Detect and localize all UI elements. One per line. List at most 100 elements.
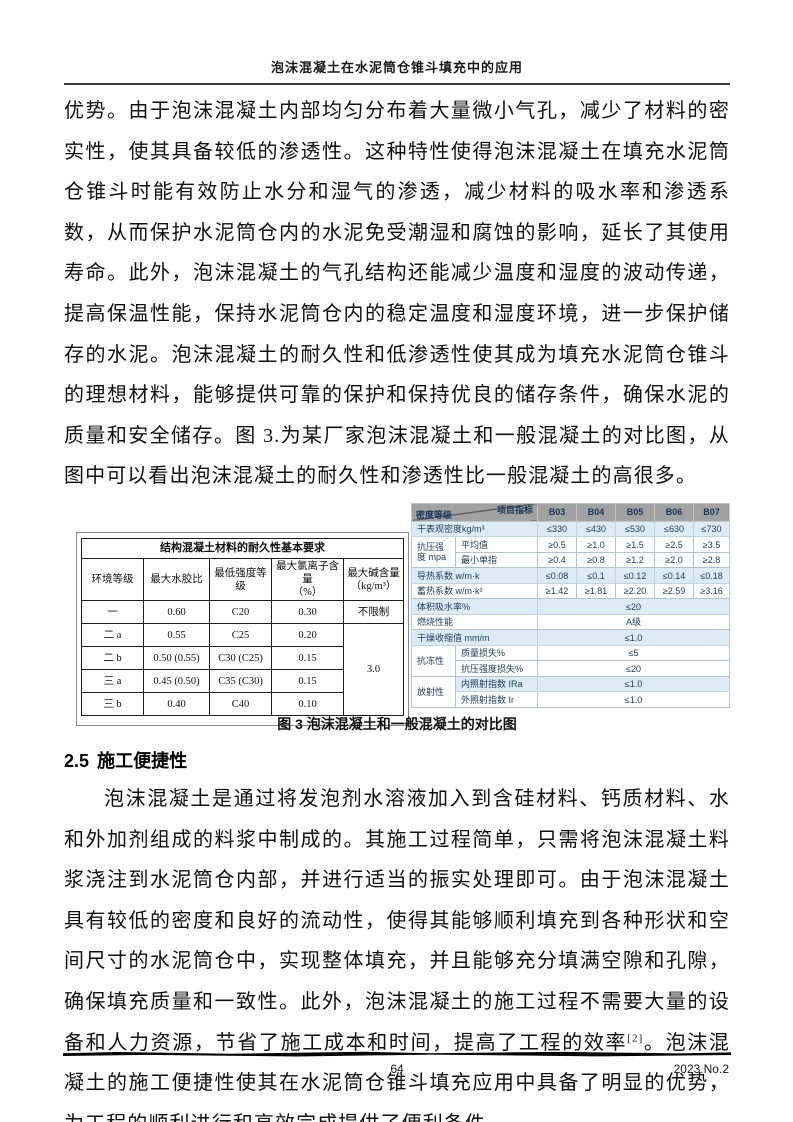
table-cell: ≤5 (537, 644, 730, 662)
paragraph-construction: 泡沫混凝土是通过将发泡剂水溶液加入到含硅材料、钙质材料、水和外加剂组成的料浆中制… (64, 779, 730, 1122)
table-cell: 最大氯离子含量 （%） (271, 557, 344, 602)
table-cell: B05 (615, 502, 655, 522)
table-cell: ≥0.8 (576, 551, 616, 569)
table-cell: 外照射指数 Ir (455, 691, 538, 708)
section-heading-2-5: 2.5 施工便捷性 (64, 747, 730, 773)
table-cell: ≤1.0 (537, 629, 730, 646)
table-cell: C40 (209, 692, 272, 717)
section-title: 施工便捷性 (97, 750, 188, 771)
durability-table-frame: 结构混凝土材料的耐久性基本要求 环境等级 最大水胶比 最低强度等级 最大氯离子含量 （%… (76, 531, 409, 727)
header-rule (64, 83, 730, 85)
table-cell: 干燥收缩值 mm/m (411, 629, 538, 646)
table-cell: 0.45 (0.50) (143, 669, 210, 694)
table-cell: ≥3.16 (693, 582, 730, 600)
table-cell: 三 a (81, 669, 144, 694)
table-cell: ≥0.5 (537, 536, 577, 553)
table-cell: 环境等级 (81, 557, 144, 602)
page-footer: 64 2023.No.2 (63, 1051, 731, 1080)
table-cell: ≤630 (654, 520, 694, 538)
table-cell: 最低强度等级 (209, 557, 272, 602)
table-cell: ≤0.14 (654, 567, 694, 584)
table: 密度等级 项目指标 B03 B04 B05 B06 B07 干表观密度kg/m³ ≤330 ≤43… (411, 502, 730, 708)
table-cell: B06 (654, 502, 694, 522)
table-cell: A级 (537, 613, 730, 631)
table-cell: 抗压强度 mpa (411, 536, 456, 569)
footer-rule (63, 1051, 731, 1057)
table-cell: ≥2.20 (615, 582, 655, 600)
table-cell: 二 b (81, 646, 144, 671)
table-cell: C30 (C25) (209, 646, 272, 671)
table-cell: ≥1.5 (615, 536, 655, 553)
table-cell: 0.20 (271, 623, 344, 648)
table-cell: 二 a (81, 623, 144, 648)
table-cell: 密度等级 项目指标 (411, 502, 538, 522)
table-cell: 蓄热系数 w/m·k² (411, 582, 538, 600)
table-cell: ≤0.12 (615, 567, 655, 584)
table-cell: 抗冻性 (411, 644, 456, 677)
table-cell: C20 (209, 600, 272, 625)
durability-table: 结构混凝土材料的耐久性基本要求 环境等级 最大水胶比 最低强度等级 最大氯离子含量 （%… (81, 537, 404, 717)
citation-ref: [2] (627, 1031, 644, 1044)
table-cell: 体积吸水率% (411, 598, 538, 615)
issue-label: 2023.No.2 (673, 1062, 729, 1076)
table-cell: ≤0.18 (693, 567, 730, 584)
table-cell: ≥2.5 (654, 536, 694, 553)
section-number: 2.5 (64, 750, 90, 771)
table-cell: ≥1.2 (615, 551, 655, 569)
table-cell: 内照射指数 IRa (455, 675, 538, 693)
table-cell: ≤20 (537, 598, 730, 615)
table-cell: B03 (537, 502, 577, 522)
table-cell: ≥3.5 (693, 536, 730, 553)
table-cell: ≥1.81 (576, 582, 616, 600)
table-cell: ≤530 (615, 520, 655, 538)
table-cell: 最大碱含量 （kg/m³） (343, 557, 404, 602)
table-cell: C35 (C30) (209, 669, 272, 694)
diag-row-label: 密度等级 (416, 509, 453, 520)
table-cell: 导热系数 w/m·k (411, 567, 538, 584)
table-cell: C25 (209, 623, 272, 648)
table-cell: 结构混凝土材料的耐久性基本要求 (81, 537, 404, 559)
table-cell: ≤730 (693, 520, 730, 538)
running-head: 泡沫混凝土在水泥筒仓锥斗填充中的应用 (64, 0, 730, 85)
table-cell: ≤1.0 (537, 675, 730, 693)
table-cell: 三 b (81, 692, 144, 717)
table-cell: B04 (576, 502, 616, 522)
figure-caption: 图 3 泡沫混凝土和一般混凝土的对比图 (277, 715, 517, 732)
table-cell: ≤0.08 (537, 567, 577, 584)
table-cell: ≥2.8 (693, 551, 730, 569)
table-cell: 最小单指 (455, 551, 538, 569)
table-cell: 放射性 (411, 675, 456, 708)
table-cell: ≤0.1 (576, 567, 616, 584)
table-cell: ≤1.0 (537, 691, 730, 708)
table-cell: 一 (81, 600, 144, 625)
text-run: 泡沫混凝土是通过将发泡剂水溶液加入到含硅材料、钙质材料、水和外加剂组成的料浆中制… (64, 787, 730, 1054)
table-cell: ≥2.59 (654, 582, 694, 600)
table-cell: 最大水胶比 (143, 557, 210, 602)
table-cell: 0.10 (271, 692, 344, 717)
table-cell: 0.60 (143, 600, 210, 625)
table-cell: 0.55 (143, 623, 210, 648)
diag-col-label: 项目指标 (496, 504, 533, 515)
table-cell: B07 (693, 502, 730, 522)
table-cell: ≥0.4 (537, 551, 577, 569)
paragraph-durability: 优势。由于泡沫混凝土内部均匀分布着大量微小气孔，减少了材料的密实性，使其具备较低… (64, 100, 730, 488)
table-cell: ≤430 (576, 520, 616, 538)
figure-3: 结构混凝土材料的耐久性基本要求 环境等级 最大水胶比 最低强度等级 最大氯离子含量 （%… (64, 502, 730, 727)
table-cell: 0.40 (143, 692, 210, 717)
page-number: 64 (390, 1062, 404, 1076)
page-header-title: 泡沫混凝土在水泥筒仓锥斗填充中的应用 (270, 60, 523, 75)
table: 结构混凝土材料的耐久性基本要求 环境等级 最大水胶比 最低强度等级 最大氯离子含量 （%… (81, 537, 404, 717)
text-run: 。泡沫混凝土的施工便捷性使其在水泥筒仓锥斗填充应用中具备了明显的优势，为工程的顺… (64, 1031, 730, 1122)
table-cell: 0.30 (271, 600, 344, 625)
table-cell: ≤20 (537, 660, 730, 677)
table-cell: 质量损失% (455, 644, 538, 662)
table-cell: ≤330 (537, 520, 577, 538)
table-cell: ≥1.0 (576, 536, 616, 553)
table-cell: ≥1.42 (537, 582, 577, 600)
table-cell: 抗压强度损失% (455, 660, 538, 677)
table-cell: 0.50 (0.55) (143, 646, 210, 671)
table-cell: 3.0 (343, 623, 404, 717)
table-cell: ≥2.0 (654, 551, 694, 569)
table-cell: 0.15 (271, 669, 344, 694)
